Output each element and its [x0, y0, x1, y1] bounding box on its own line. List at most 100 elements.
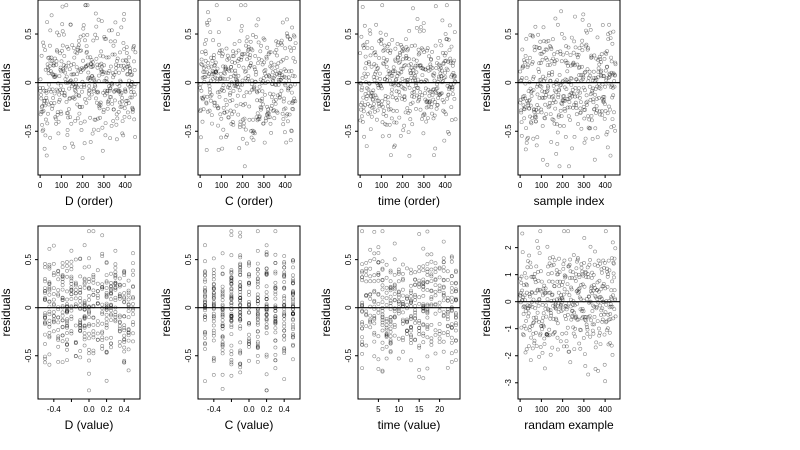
data-point	[368, 320, 373, 325]
data-point	[225, 57, 230, 62]
data-point	[571, 302, 575, 307]
data-point	[358, 102, 363, 107]
data-point	[577, 275, 582, 280]
data-point	[57, 99, 61, 104]
data-point	[421, 280, 426, 285]
data-point	[117, 292, 122, 297]
data-point	[531, 315, 536, 320]
data-point	[44, 153, 49, 158]
x-tick-label: 0	[518, 181, 523, 190]
data-point	[68, 79, 73, 84]
data-point	[104, 76, 109, 81]
data-point	[237, 146, 242, 151]
data-point	[609, 55, 614, 60]
data-point	[396, 299, 401, 304]
x-tick-label: 0	[518, 405, 523, 414]
data-point	[232, 83, 237, 88]
data-point	[75, 102, 80, 107]
data-point	[562, 85, 567, 90]
data-point	[375, 98, 380, 103]
data-point	[65, 289, 69, 294]
data-point	[120, 58, 125, 63]
data-point	[588, 92, 593, 97]
data-point	[290, 107, 295, 111]
data-point	[360, 351, 365, 356]
data-point	[286, 86, 291, 91]
data-point	[71, 82, 76, 87]
data-point	[392, 306, 397, 311]
data-point	[550, 293, 554, 298]
data-point	[360, 270, 365, 275]
data-point	[551, 94, 556, 99]
data-point	[65, 310, 69, 314]
data-point	[547, 333, 552, 338]
data-point	[577, 289, 581, 294]
data-point	[58, 51, 63, 56]
data-point	[606, 75, 611, 80]
data-point	[117, 328, 122, 333]
data-point	[109, 335, 113, 340]
data-point	[408, 117, 413, 122]
data-point	[371, 98, 375, 103]
data-point	[533, 115, 537, 119]
data-point	[436, 96, 441, 100]
data-point	[527, 80, 532, 85]
data-point	[375, 66, 380, 70]
data-point	[208, 98, 213, 103]
data-point	[131, 47, 136, 52]
data-point	[562, 258, 567, 263]
data-point	[281, 57, 285, 62]
data-point	[40, 123, 45, 127]
data-point	[392, 297, 397, 302]
data-point	[238, 296, 243, 301]
data-point	[364, 324, 369, 329]
data-point	[396, 292, 401, 297]
data-point	[592, 107, 597, 112]
data-point	[574, 77, 579, 82]
data-point	[610, 41, 615, 46]
data-point	[589, 286, 594, 291]
data-point	[613, 314, 618, 319]
data-point	[380, 134, 385, 139]
data-point	[417, 301, 422, 306]
data-point	[273, 303, 278, 308]
data-point	[601, 99, 605, 104]
data-point	[82, 316, 87, 321]
data-point	[84, 50, 89, 55]
data-point	[557, 73, 562, 77]
data-point	[212, 63, 217, 67]
data-point	[580, 272, 585, 277]
data-point	[538, 46, 542, 51]
data-point	[99, 70, 104, 74]
data-point	[388, 341, 393, 346]
data-point	[548, 78, 553, 83]
data-point	[603, 286, 608, 291]
data-point	[211, 301, 216, 306]
data-point	[602, 265, 607, 270]
data-point	[526, 89, 531, 94]
points	[358, 3, 458, 158]
data-point	[60, 360, 65, 365]
data-point	[203, 298, 207, 303]
data-point	[546, 307, 551, 312]
data-point	[87, 285, 91, 290]
data-point	[73, 339, 78, 344]
data-point	[561, 94, 566, 99]
data-point	[47, 304, 52, 309]
data-point	[65, 133, 70, 137]
data-point	[549, 95, 554, 100]
data-point	[132, 68, 137, 73]
data-point	[587, 300, 592, 305]
data-point	[247, 299, 251, 304]
data-point	[380, 300, 385, 305]
data-point	[291, 292, 295, 297]
data-point	[73, 119, 78, 123]
data-point	[60, 274, 65, 279]
data-point	[57, 92, 62, 97]
data-point	[264, 272, 269, 277]
data-point	[519, 325, 524, 330]
data-point	[82, 85, 87, 89]
data-point	[545, 88, 550, 93]
data-point	[538, 51, 543, 56]
data-point	[556, 22, 560, 27]
